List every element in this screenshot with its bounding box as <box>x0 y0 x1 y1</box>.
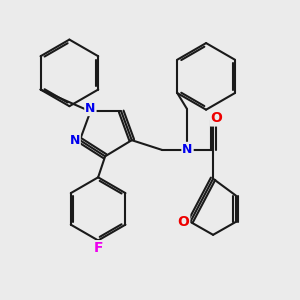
Text: N: N <box>182 143 193 156</box>
Text: N: N <box>85 102 96 115</box>
Text: N: N <box>69 134 80 147</box>
Text: F: F <box>93 241 103 255</box>
Text: O: O <box>211 112 223 125</box>
Text: O: O <box>177 215 189 229</box>
